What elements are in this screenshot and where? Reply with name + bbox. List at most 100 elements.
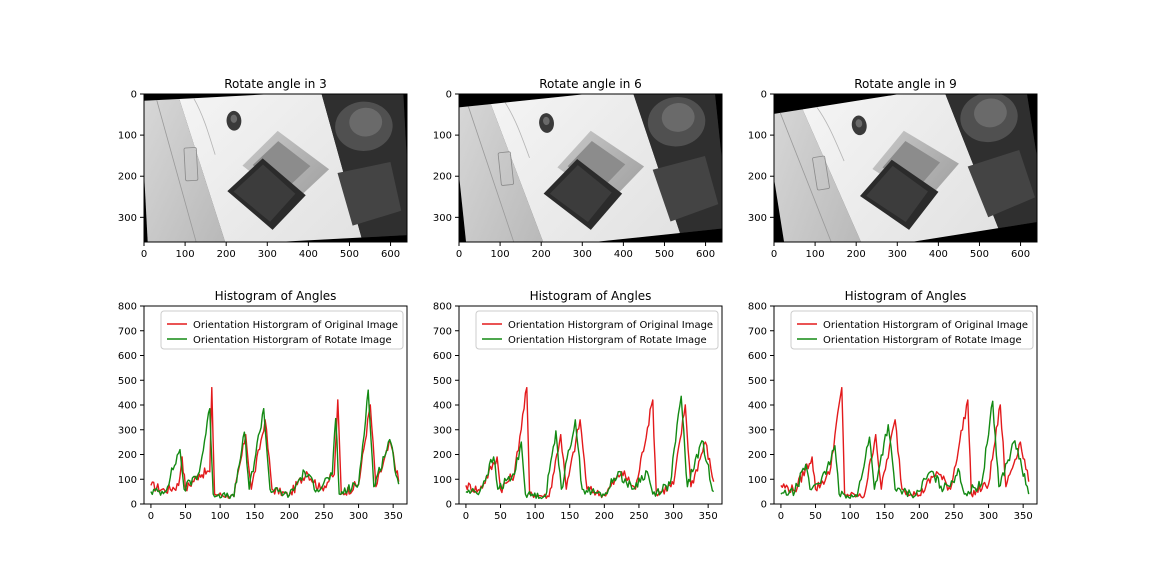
y-tick-label: 100 [433,475,452,486]
y-tick-label: 800 [118,302,137,313]
y-tick-label: 500 [433,376,452,387]
y-tick-label: 300 [118,213,137,224]
x-tick-label: 400 [299,249,318,260]
y-tick-label: 0 [761,500,767,511]
y-tick-label: 200 [748,450,767,461]
rotated-photo [459,94,722,242]
data-point [684,404,686,406]
y-axis: 0 100 200 300 [748,90,774,224]
image-frame [773,93,1038,243]
y-tick-label: 400 [118,401,137,412]
y-tick-label: 100 [118,131,137,142]
x-tick-label: 300 [888,249,907,260]
x-tick-label: 500 [970,249,989,260]
histogram-chart-1: Histogram of Angles 0 50 100 150 200 250 300 35… [118,289,408,522]
y-tick-label: 700 [118,326,137,337]
x-tick-label: 600 [1011,249,1030,260]
legend-label-original: Orientation Historgram of Original Image [193,320,398,331]
y-tick-label: 300 [118,425,137,436]
y-tick-label: 200 [433,172,452,183]
y-tick-label: 300 [748,213,767,224]
x-tick-label: 100 [491,249,510,260]
data-point [574,419,576,421]
y-tick-label: 300 [748,425,767,436]
y-tick-label: 500 [118,376,137,387]
chart-title: Histogram of Angles [845,289,967,303]
y-tick-label: 800 [433,302,452,313]
data-point [179,448,181,451]
series-line-original [465,387,715,499]
x-tick-label: 500 [340,249,359,260]
image-panel-title: Rotate angle in 3 [224,77,327,91]
data-point [1014,440,1016,442]
series-line-rotated [780,400,1030,499]
x-axis: 0 100 200 300 400 500 600 [141,242,400,260]
data-point [306,471,308,473]
x-tick-label: 350 [699,511,718,522]
x-tick-label: 350 [1014,511,1033,522]
series-line-rotated [150,389,400,500]
image-panel-1: Rotate angle in 3 0 100 200 300 400 500 600 0 1… [118,77,408,260]
data-point [841,387,843,389]
data-point [367,389,369,391]
x-tick-label: 300 [573,249,592,260]
y-tick-label: 500 [748,376,767,387]
x-tick-label: 50 [179,511,192,522]
legend-label-rotated: Orientation Historgram of Rotate Image [823,335,1022,346]
x-tick-label: 100 [806,249,825,260]
y-tick-label: 0 [446,90,452,101]
legend: Orientation Historgram of Original Image… [475,310,719,350]
y-tick-label: 400 [748,401,767,412]
data-point [811,456,813,458]
y-axis: 0 100 200 300 400 500 600 700 800 [433,302,459,511]
legend-label-rotated: Orientation Historgram of Rotate Image [508,335,707,346]
x-axis: 0 50 100 150 200 250 300 350 [148,504,403,522]
x-tick-label: 200 [595,511,614,522]
x-tick-label: 500 [655,249,674,260]
y-tick-label: 800 [748,302,767,313]
data-point [337,399,339,401]
histogram-chart-2: Histogram of Angles 0 50 100 150 200 250 300 35… [433,289,723,522]
y-tick-label: 0 [446,500,452,511]
x-tick-label: 250 [944,511,963,522]
x-tick-label: 300 [349,511,368,522]
y-tick-label: 100 [748,475,767,486]
rotated-photo [144,94,407,242]
data-point [1019,441,1021,443]
data-point [335,418,337,420]
series-line-rotated [465,395,715,500]
data-point [209,408,211,410]
image-frame [458,93,723,243]
data-point [834,445,836,447]
x-axis: 0 50 100 150 200 250 300 350 [463,504,718,522]
data-point [992,400,994,402]
y-tick-label: 600 [118,351,137,362]
data-point [493,456,495,458]
x-tick-label: 200 [910,511,929,522]
image-frame [143,93,408,243]
x-tick-label: 300 [979,511,998,522]
y-axis: 0 100 200 300 [433,90,459,224]
x-tick-label: 200 [217,249,236,260]
data-point [875,434,877,436]
data-point [243,431,245,433]
data-point [303,471,306,473]
y-tick-label: 0 [131,500,137,511]
x-tick-label: 600 [696,249,715,260]
data-point [617,471,619,473]
x-tick-label: 200 [847,249,866,260]
y-tick-label: 700 [433,326,452,337]
x-tick-label: 0 [148,511,154,522]
y-tick-label: 300 [433,213,452,224]
data-point [555,430,557,432]
x-tick-label: 250 [629,511,648,522]
y-tick-label: 200 [118,450,137,461]
x-tick-label: 150 [875,511,894,522]
x-tick-label: 0 [456,249,462,260]
data-point [868,436,871,438]
x-tick-label: 600 [381,249,400,260]
y-tick-label: 0 [131,90,137,101]
data-point [929,471,932,473]
series-line-original [780,387,1030,499]
chart-title: Histogram of Angles [530,289,652,303]
